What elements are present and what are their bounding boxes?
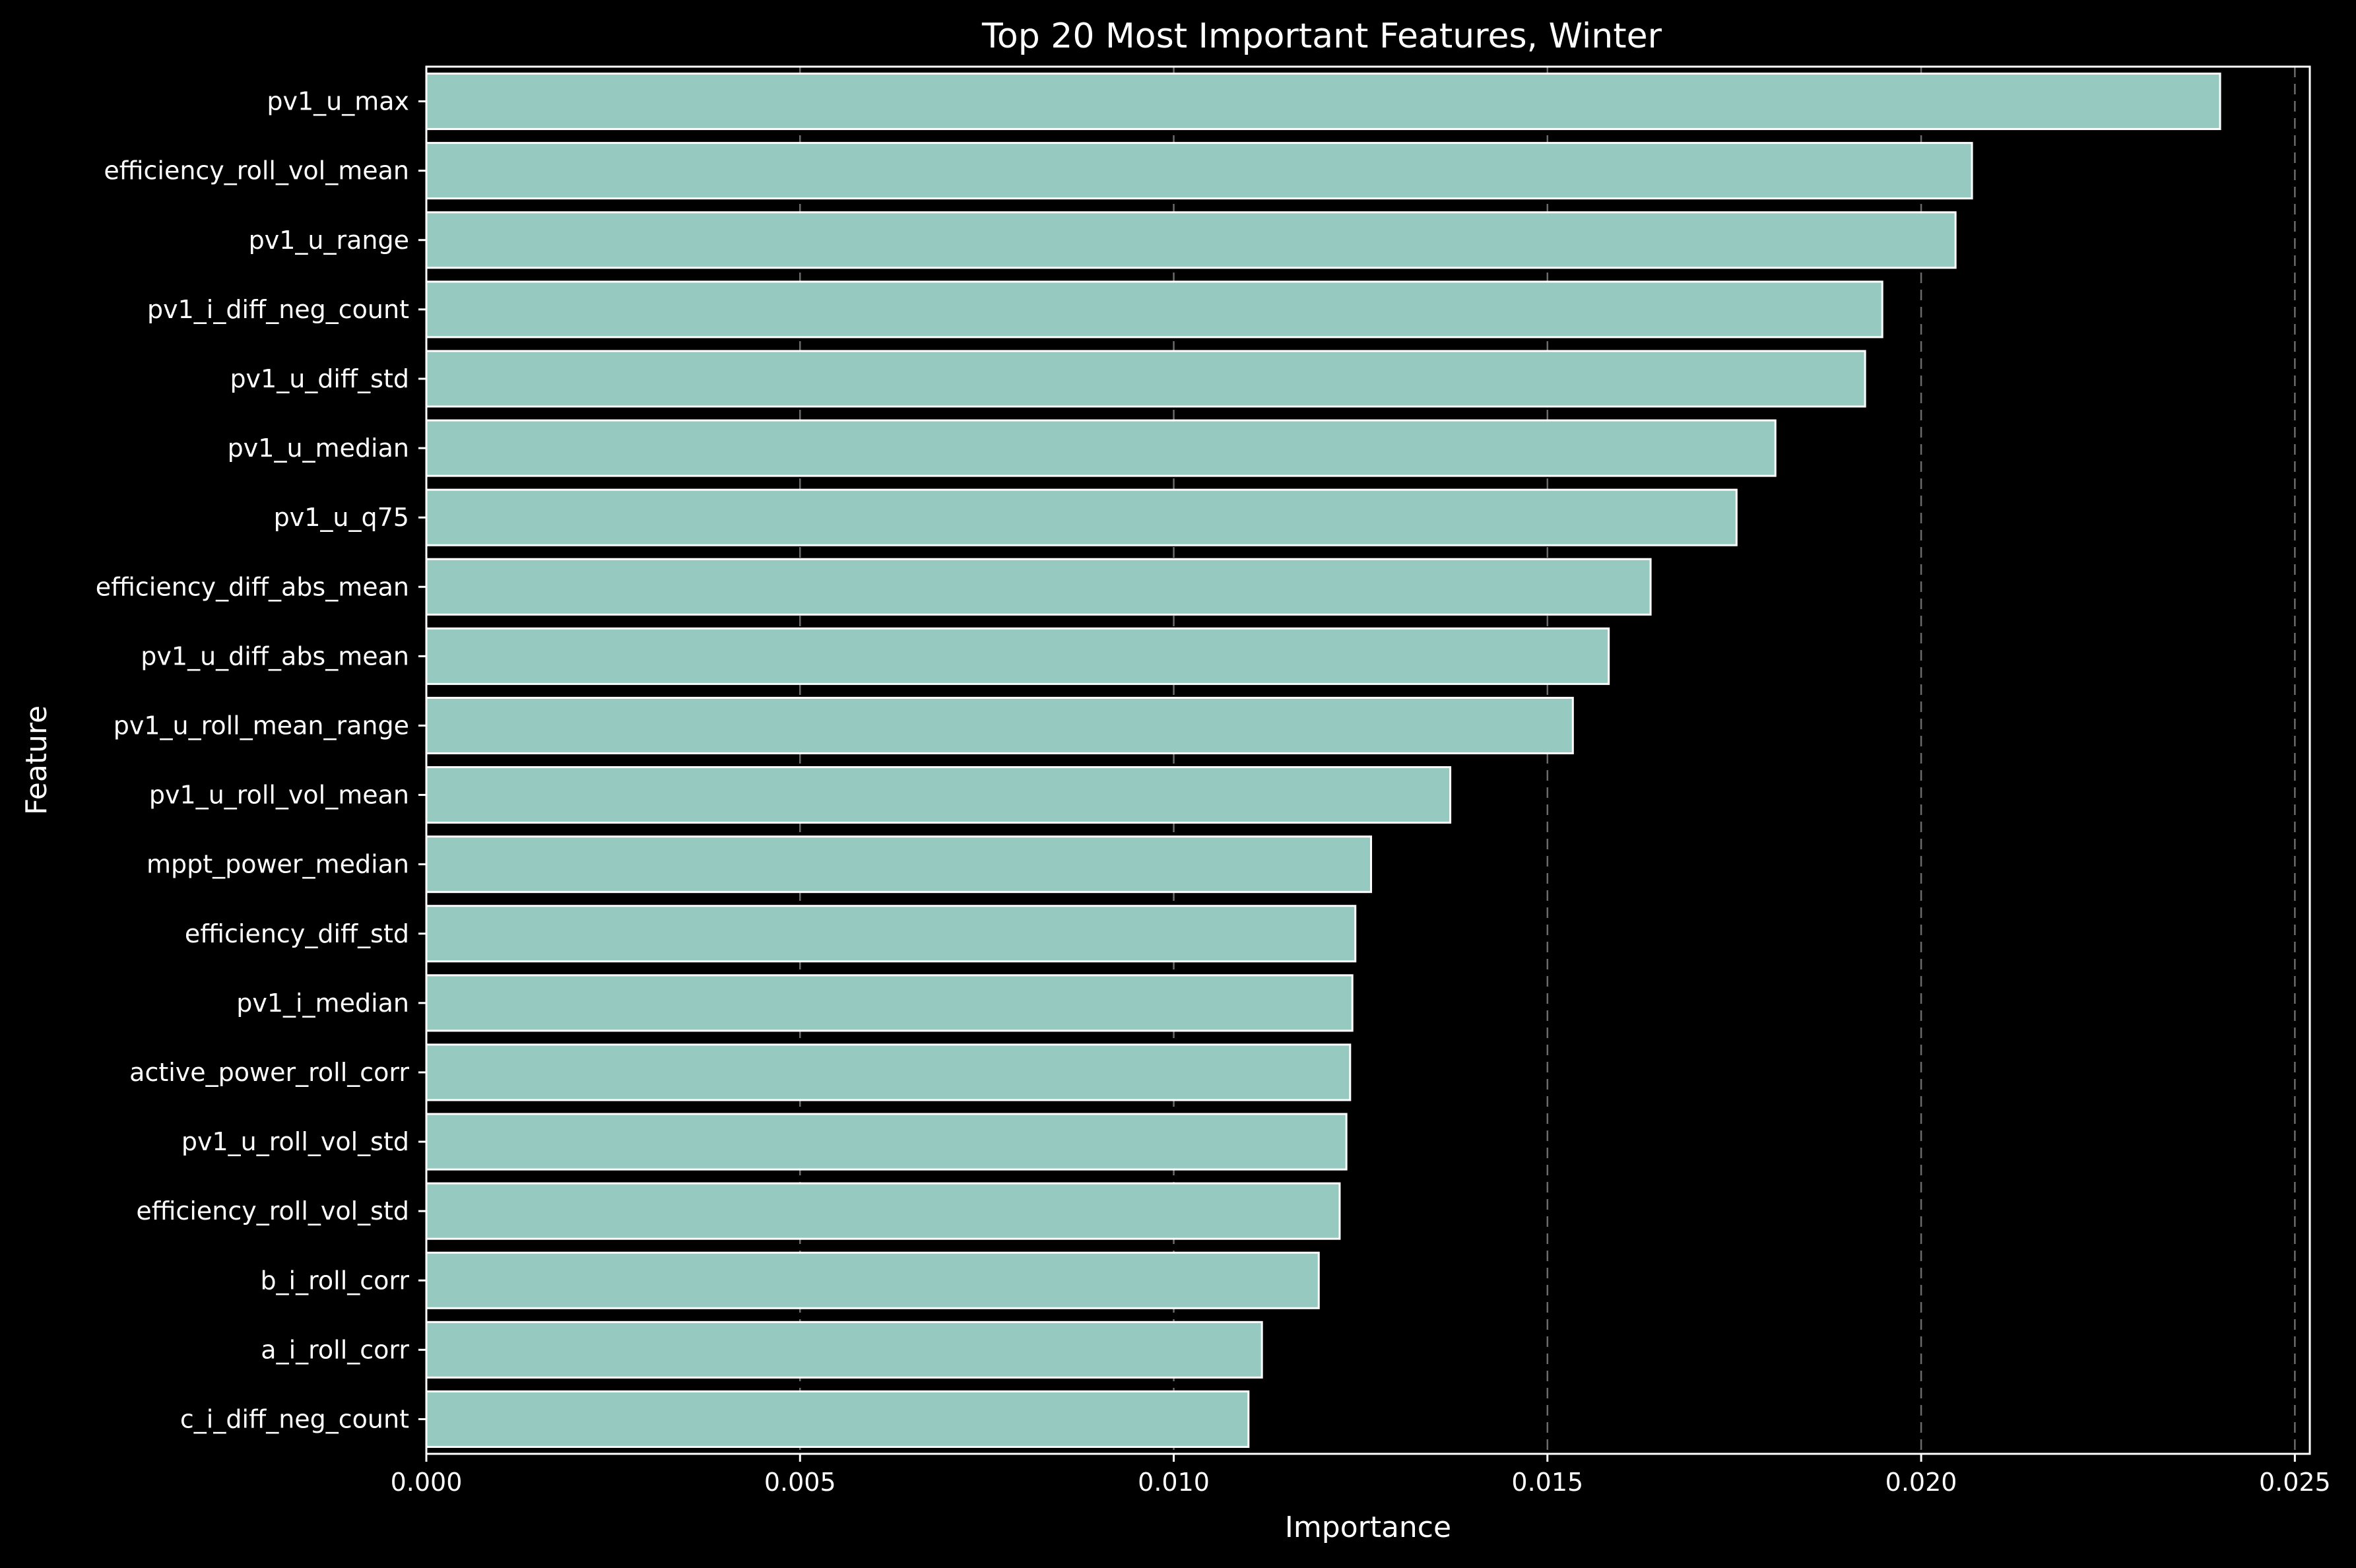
x-tick-label: 0.015 xyxy=(1511,1468,1583,1497)
y-tick-label: b_i_roll_corr xyxy=(260,1266,409,1295)
y-axis-ticks: pv1_u_max efficiency_roll_vol_mean pv1_u_r… xyxy=(96,87,426,1433)
bar xyxy=(425,627,1610,685)
y-tick-label: pv1_u_diff_std xyxy=(230,364,409,393)
chart-title: Top 20 Most Important Features, Winter xyxy=(981,16,1662,56)
bars xyxy=(425,73,2221,1448)
y-axis-label: Feature xyxy=(20,705,53,815)
bar xyxy=(425,974,1354,1032)
y-tick-label: efficiency_diff_abs_mean xyxy=(96,572,409,601)
y-tick-label: c_i_diff_neg_count xyxy=(180,1404,409,1433)
bar xyxy=(425,73,2221,131)
bar xyxy=(425,419,1777,477)
plot-frame xyxy=(425,65,2311,1455)
bar xyxy=(425,142,1973,200)
y-tick-label: pv1_i_median xyxy=(236,989,409,1018)
bar xyxy=(425,1251,1320,1309)
x-axis-ticks: 0.000 0.005 0.010 0.015 0.020 0.025 xyxy=(391,1454,2331,1497)
y-tick-label: efficiency_roll_vol_mean xyxy=(104,156,409,185)
x-tick-label: 0.020 xyxy=(1885,1468,1957,1497)
x-tick-label: 0.005 xyxy=(764,1468,836,1497)
y-tick-label: pv1_u_median xyxy=(228,434,409,463)
bar xyxy=(425,1321,1263,1379)
bar xyxy=(425,1113,1348,1171)
y-tick-label: efficiency_roll_vol_std xyxy=(136,1196,409,1225)
y-tick-label: mppt_power_median xyxy=(147,850,409,879)
y-tick-label: pv1_u_roll_vol_mean xyxy=(149,781,409,810)
y-tick-label: pv1_u_roll_vol_std xyxy=(181,1127,409,1156)
grid-lines xyxy=(425,67,2296,1454)
bar xyxy=(425,280,1883,339)
bar xyxy=(425,1043,1352,1101)
y-tick-label: pv1_i_diff_neg_count xyxy=(147,295,409,324)
x-tick-label: 0.000 xyxy=(391,1468,463,1497)
bar xyxy=(425,905,1357,963)
y-tick-label: pv1_u_range xyxy=(249,226,409,255)
y-tick-label: pv1_u_roll_mean_range xyxy=(114,711,409,740)
bar xyxy=(425,558,1652,616)
bar xyxy=(425,1182,1341,1240)
x-axis-label: Importance xyxy=(1285,1511,1451,1544)
bar xyxy=(425,488,1738,546)
bar xyxy=(425,766,1452,824)
x-tick-label: 0.010 xyxy=(1138,1468,1210,1497)
y-tick-label: pv1_u_q75 xyxy=(274,503,409,532)
bar xyxy=(425,696,1574,754)
y-tick-label: pv1_u_max xyxy=(267,87,409,116)
x-tick-label: 0.025 xyxy=(2259,1468,2331,1497)
y-tick-label: a_i_roll_corr xyxy=(261,1335,409,1364)
bar xyxy=(425,835,1373,894)
y-tick-label: pv1_u_diff_abs_mean xyxy=(141,641,409,670)
y-tick-label: active_power_roll_corr xyxy=(129,1058,409,1087)
bar xyxy=(425,211,1957,269)
bar xyxy=(425,350,1866,408)
bar xyxy=(425,1390,1250,1448)
y-tick-label: efficiency_diff_std xyxy=(185,919,409,948)
